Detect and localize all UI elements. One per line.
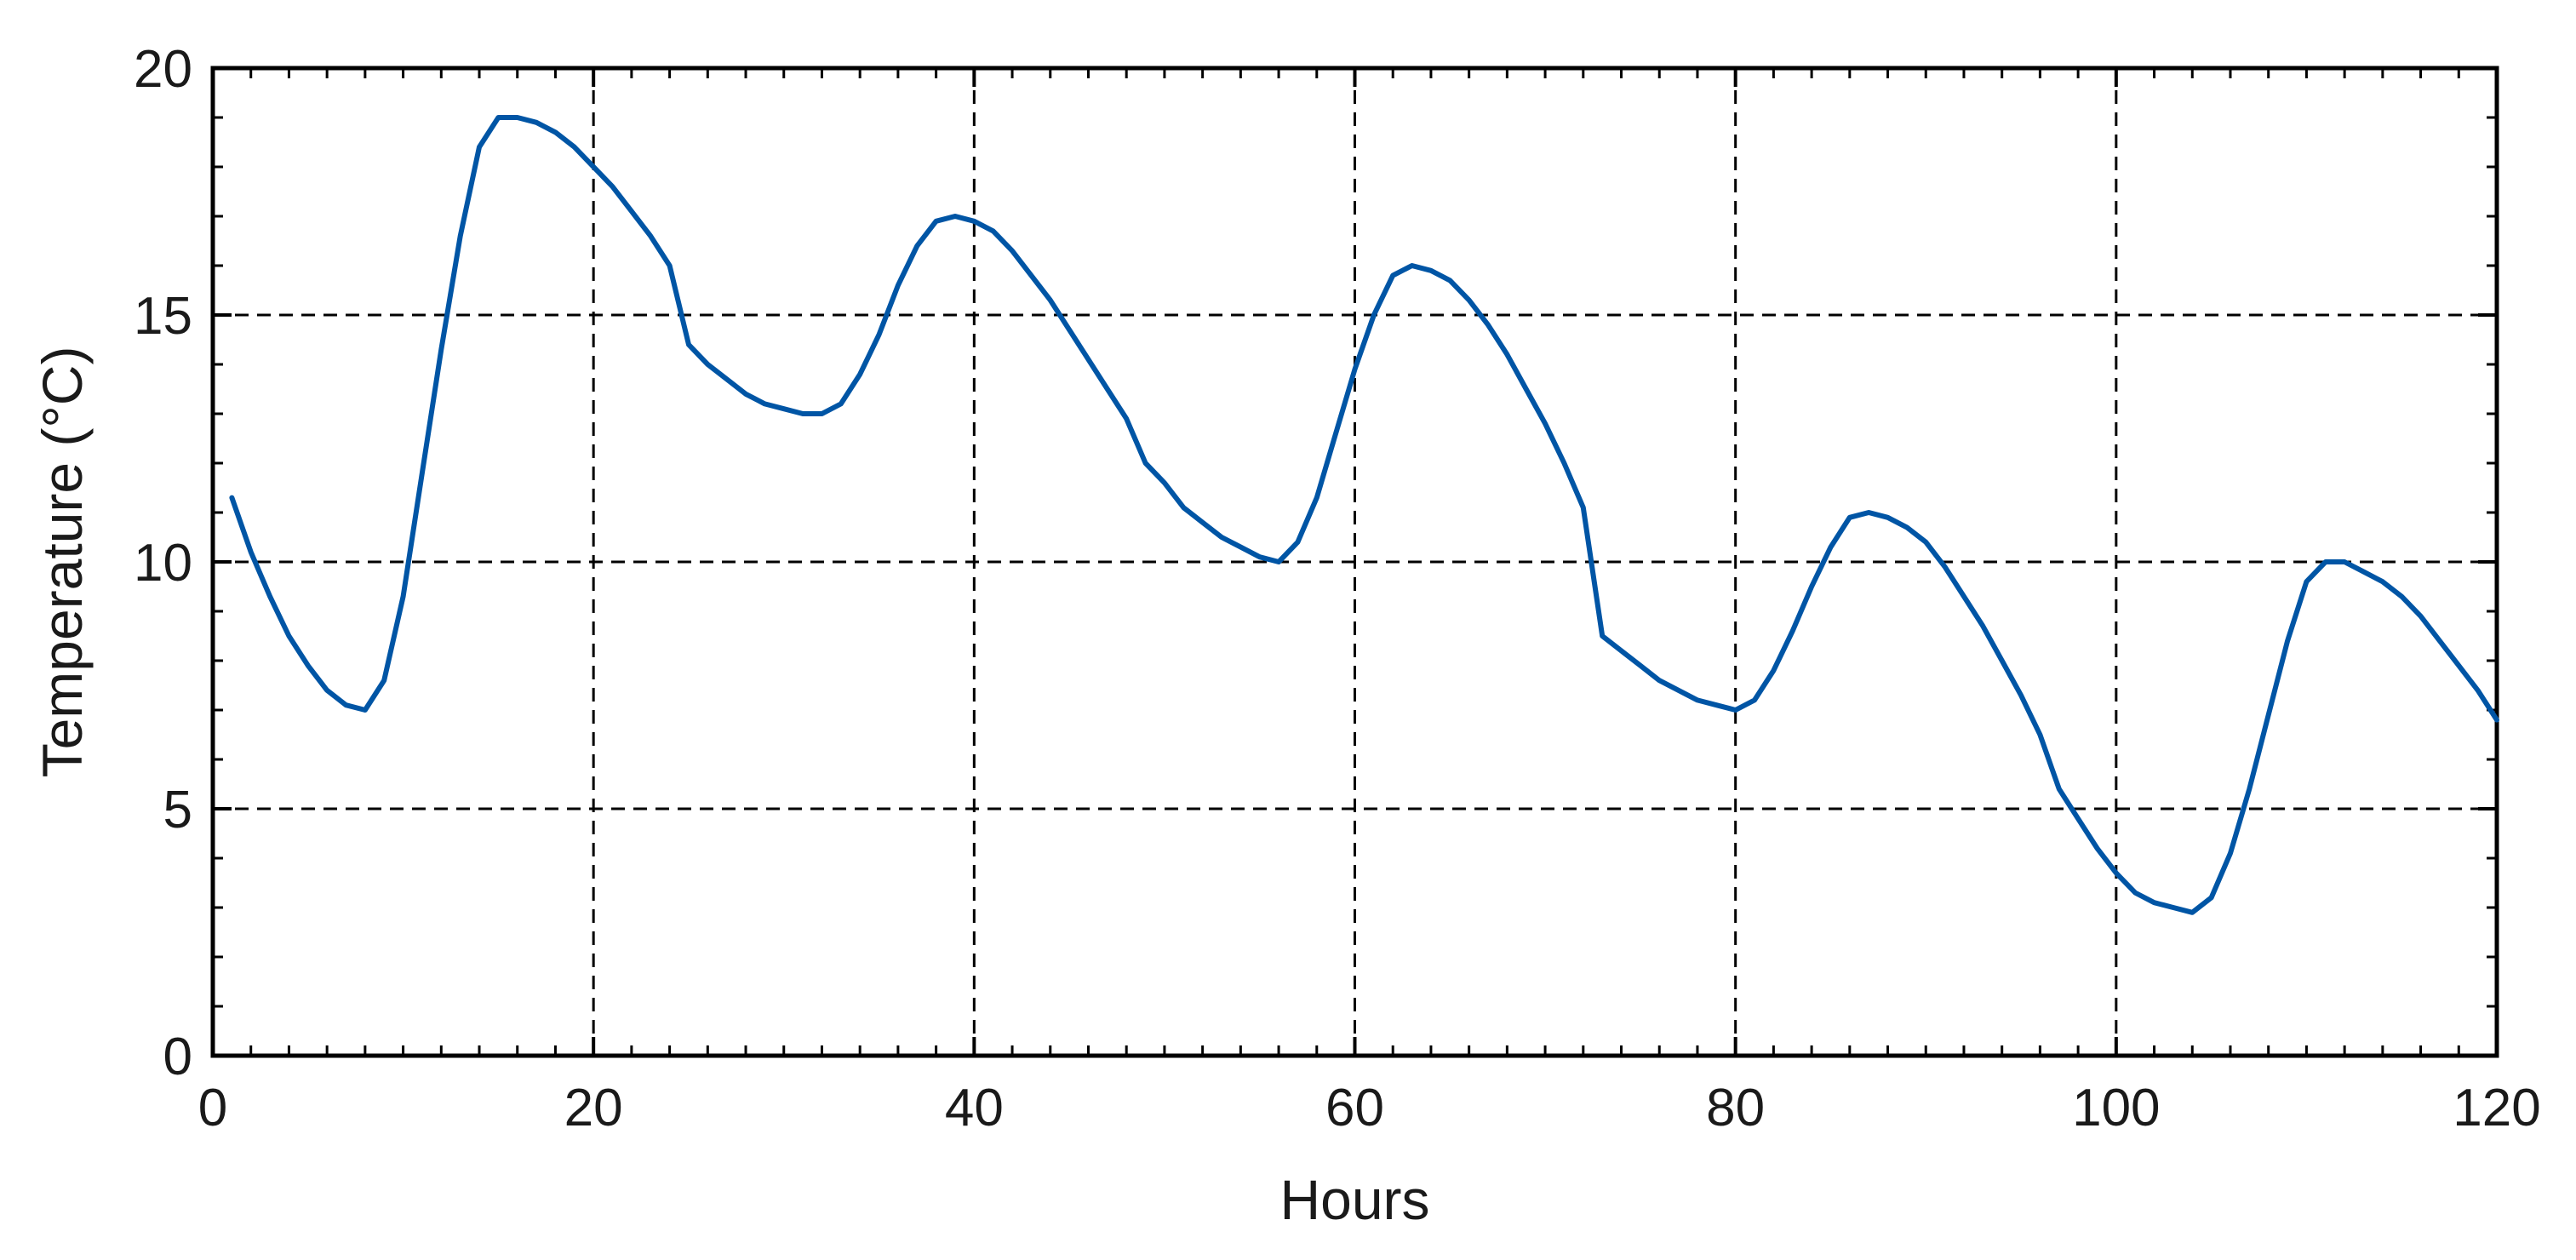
- series-line-0: [229, 115, 2499, 915]
- y-tick-label: 15: [134, 287, 192, 346]
- x-tick-labels: 0 20 40 60 80 100 120: [198, 1079, 2541, 1137]
- x-tick-label: 60: [1325, 1079, 1384, 1137]
- x-tick-label: 0: [198, 1079, 227, 1137]
- y-tick-labels: 0 5 10 15 20: [134, 40, 192, 1086]
- grid-layer: [213, 68, 2497, 1056]
- series-layer: [229, 115, 2499, 915]
- x-tick-label: 20: [564, 1079, 623, 1137]
- y-tick-label: 5: [163, 781, 192, 839]
- x-tick-label: 80: [1706, 1079, 1765, 1137]
- x-tick-label: 40: [945, 1079, 1004, 1137]
- x-tick-label: 100: [2072, 1079, 2160, 1137]
- x-tick-label: 120: [2453, 1079, 2540, 1137]
- plot-frame: [210, 66, 2499, 1058]
- y-tick-label: 10: [134, 534, 192, 593]
- y-tick-label: 0: [163, 1028, 192, 1086]
- y-tick-label: 20: [134, 40, 192, 99]
- x-axis-label: Hours: [1279, 1168, 1429, 1231]
- y-axis-label: Temperature (°C): [31, 346, 94, 778]
